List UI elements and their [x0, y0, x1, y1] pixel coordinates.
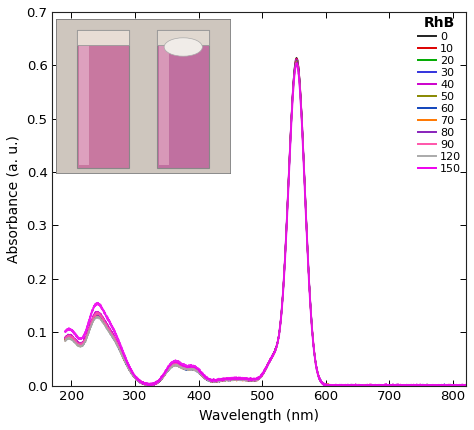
Y-axis label: Absorbance (a. u.): Absorbance (a. u.): [7, 135, 21, 263]
X-axis label: Wavelength (nm): Wavelength (nm): [199, 409, 319, 423]
Legend: 0, 10, 20, 30, 40, 50, 60, 70, 80, 90, 120, 150: 0, 10, 20, 30, 40, 50, 60, 70, 80, 90, 1…: [416, 14, 464, 177]
